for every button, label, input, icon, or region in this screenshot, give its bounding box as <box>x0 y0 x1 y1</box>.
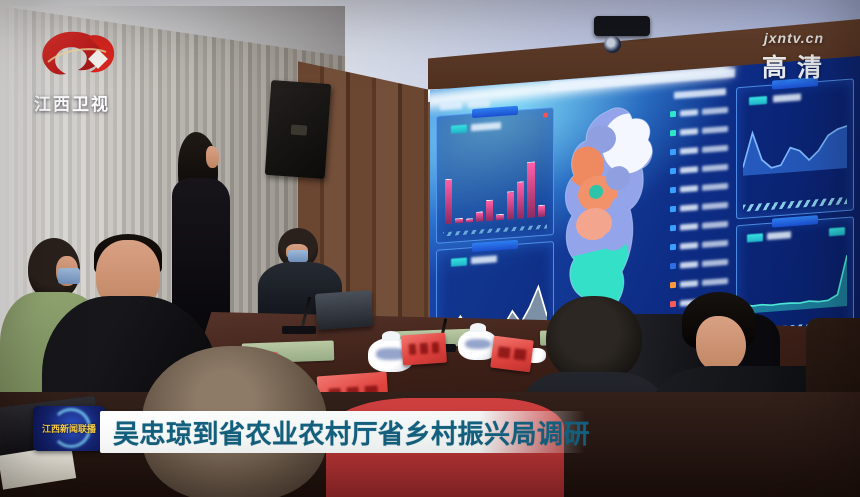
news-headline: 吴忠琼到省农业农村厅省乡村振兴局调研 <box>113 418 591 449</box>
legend-label-blur <box>471 255 497 264</box>
line-chart-right-bottom <box>743 244 847 314</box>
panel-bar-chart <box>436 107 554 244</box>
legend-swatch <box>670 129 676 135</box>
legend-swatch <box>670 110 676 116</box>
panel-title-chip <box>772 215 818 227</box>
bar <box>486 200 493 222</box>
legend-swatch <box>670 243 676 249</box>
legend-swatch <box>670 224 676 230</box>
bar <box>527 161 534 218</box>
legend-value-blur <box>702 125 728 133</box>
badge-glow-ring <box>51 408 91 448</box>
program-badge-text: 江西新闻联播 <box>41 424 96 434</box>
dashboard-content <box>430 56 860 378</box>
led-dashboard-screen <box>430 56 860 346</box>
channel-name: 江西卫视 <box>34 95 110 114</box>
legend-label-blur <box>680 128 698 135</box>
legend-swatch <box>670 300 676 306</box>
legend-value-blur <box>702 182 728 190</box>
legend-value-blur <box>702 106 728 114</box>
right-man-back-head <box>546 296 642 384</box>
bar-chart-axis <box>443 225 547 237</box>
legend-label-blur <box>767 231 791 240</box>
bar <box>507 191 514 220</box>
program-badge: 江西新闻联播 <box>33 406 105 451</box>
news-caption-bar: 吴忠琼到省农业农村厅省乡村振兴局调研 <box>100 411 590 453</box>
ceiling-camera <box>594 16 650 36</box>
legend-swatch <box>670 148 676 154</box>
seated-man-head <box>278 228 318 268</box>
face-mask <box>288 250 308 262</box>
legend-swatch <box>670 205 676 211</box>
camera-lens <box>604 36 621 53</box>
line-chart-axis <box>743 197 847 212</box>
legend-label-blur <box>680 166 698 173</box>
face-mask <box>58 268 80 284</box>
channel-logo-icon <box>42 31 115 75</box>
legend-label-blur <box>680 204 698 211</box>
speaker-grill <box>290 124 308 136</box>
legend-value-blur <box>702 239 728 247</box>
legend-value-blur <box>702 163 728 171</box>
legend-chip-cyan <box>747 233 763 242</box>
legend-label-blur <box>680 280 698 287</box>
legend-label-blur <box>680 109 698 116</box>
microphone-base <box>282 326 316 334</box>
legend-value-blur <box>702 144 728 152</box>
bar <box>476 211 483 222</box>
legend-label-blur <box>680 223 698 230</box>
legend-swatch <box>670 262 676 268</box>
hd-badge: 高清 <box>761 54 832 82</box>
jiangxi-province-map <box>556 101 664 337</box>
legend-label-blur <box>680 261 698 268</box>
legend-value-blur <box>702 258 728 266</box>
legend-chip-cyan <box>451 125 467 134</box>
nameplate <box>490 335 534 373</box>
legend-value-blur <box>702 201 728 209</box>
laptop <box>314 290 374 330</box>
bar <box>517 182 524 219</box>
bar <box>445 178 452 224</box>
legend-value-blur <box>702 277 728 285</box>
legend-label-blur <box>680 147 698 154</box>
presenter-woman-face <box>206 146 219 168</box>
bar-chart <box>445 139 545 225</box>
bar <box>455 218 462 223</box>
bar <box>496 214 503 221</box>
wall-speaker <box>264 80 332 179</box>
far-right-man-face <box>696 316 746 372</box>
bar <box>466 218 473 222</box>
legend-chip-cyan <box>749 96 767 105</box>
watermark-url: jxntv.cn <box>763 30 824 46</box>
legend-label-blur <box>680 242 698 249</box>
legend-label-blur <box>680 185 698 192</box>
legend-value-blur <box>702 220 728 228</box>
legend-chip-cyan <box>451 258 467 267</box>
map-legend-list <box>670 100 732 314</box>
bar <box>538 205 545 217</box>
legend-swatch <box>670 186 676 192</box>
legend-chip-cyan-2 <box>829 227 845 236</box>
line-chart-right-top <box>743 106 847 176</box>
panel-line-chart-bottom <box>736 216 854 343</box>
panel-line-chart-top <box>736 78 854 219</box>
legend-label-blur <box>773 93 801 102</box>
legend-label-blur <box>471 122 501 131</box>
legend-swatch <box>670 167 676 173</box>
legend-swatch <box>670 281 676 287</box>
channel-logo: 江西卫视 <box>28 22 128 118</box>
nameplate <box>401 332 447 366</box>
alert-dot <box>543 112 548 117</box>
